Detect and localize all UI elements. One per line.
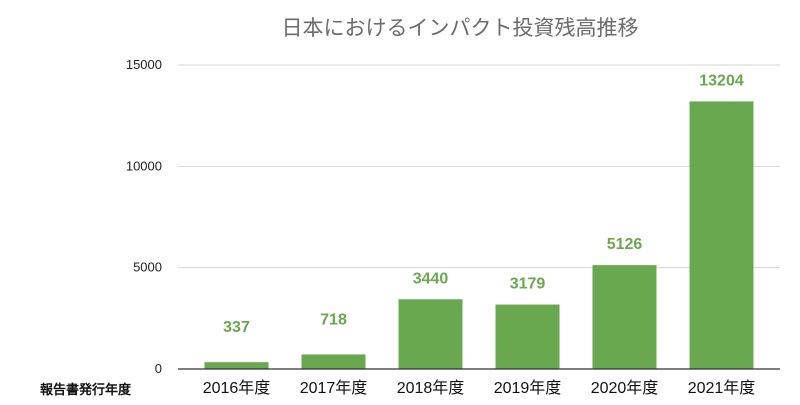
x-axis-ticks: 2016年度 2017年度 2018年度 2019年度 2020年度 2021年度 (203, 379, 756, 397)
data-label: 3179 (510, 276, 546, 293)
data-label: 5126 (607, 236, 643, 253)
data-label: 718 (320, 311, 347, 328)
bar (398, 299, 463, 369)
data-label: 337 (223, 319, 250, 336)
bar (495, 304, 560, 369)
x-axis-label: 報告書発行年度 (40, 382, 132, 398)
x-tick-label: 2019年度 (494, 379, 562, 397)
chart-title: 日本におけるインパクト投資残高推移 (282, 16, 639, 40)
bar (301, 354, 366, 369)
x-tick-label: 2016年度 (203, 379, 271, 397)
bars (204, 101, 754, 370)
y-tick-label: 10000 (126, 158, 162, 173)
y-tick-label: 15000 (126, 57, 162, 72)
gridlines (178, 64, 780, 269)
x-tick-label: 2020年度 (591, 379, 659, 397)
y-tick-label: 5000 (133, 260, 162, 275)
data-labels: 337 718 3440 3179 5126 13204 (223, 72, 744, 336)
data-label: 3440 (413, 270, 449, 287)
x-tick-label: 2018年度 (397, 379, 465, 397)
x-tick-label: 2021年度 (688, 379, 756, 397)
x-tick-label: 2017年度 (300, 379, 368, 397)
bar (204, 362, 269, 369)
data-label: 13204 (699, 72, 744, 89)
bar (689, 101, 754, 370)
y-tick-label: 0 (155, 361, 162, 376)
bar (592, 265, 657, 369)
y-axis-ticks: 0 5000 10000 15000 (126, 57, 162, 376)
